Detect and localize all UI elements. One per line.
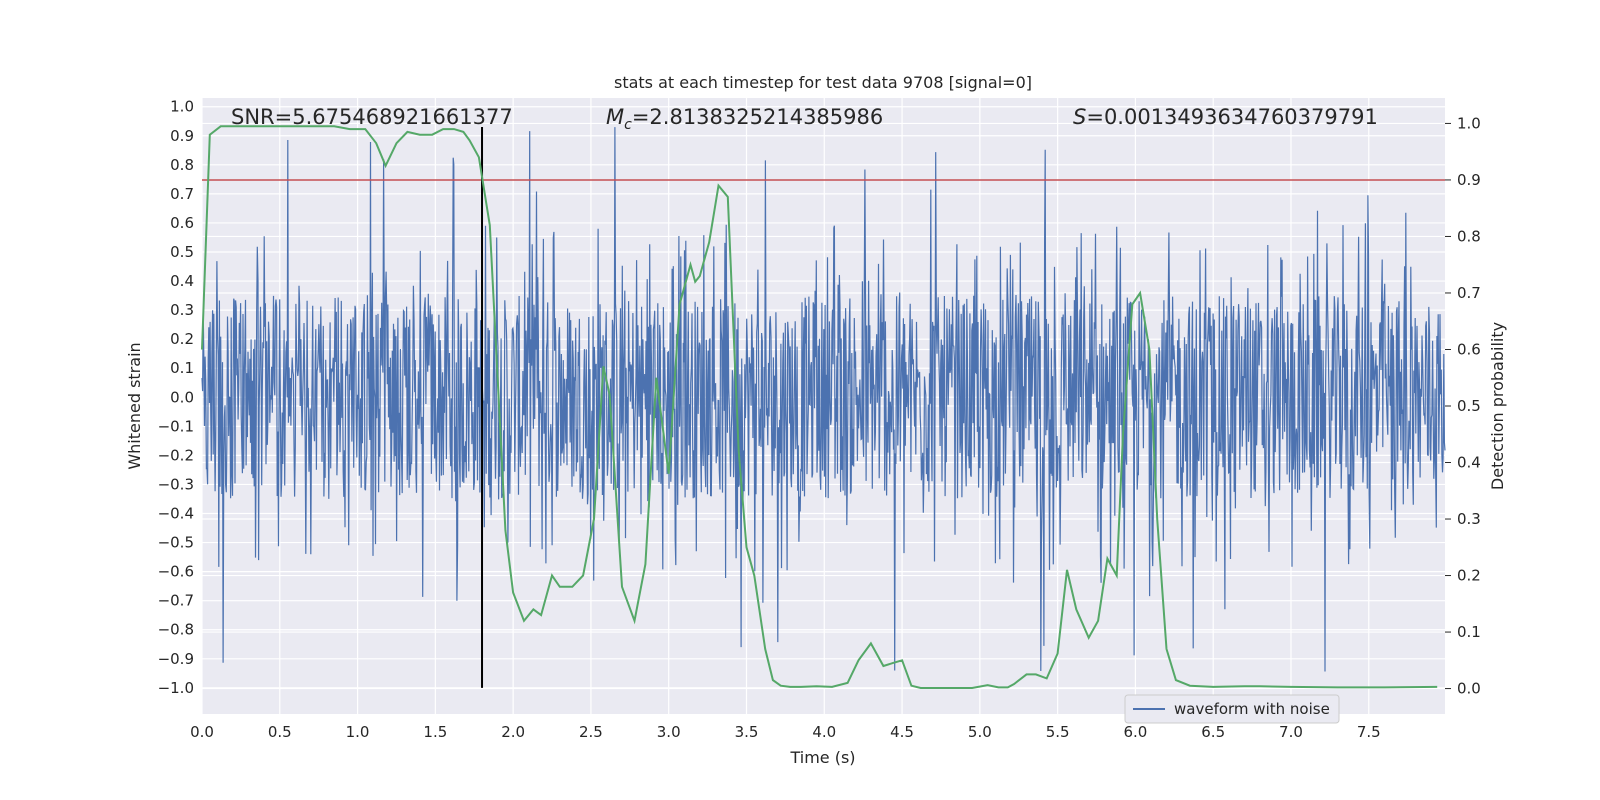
y-tick-label: −0.2 <box>158 446 194 464</box>
y2-tick-label: 0.5 <box>1457 397 1481 415</box>
y-tick-label: −0.4 <box>158 505 194 523</box>
y-tick-label: −0.9 <box>158 650 194 668</box>
x-tick-label: 6.0 <box>1123 723 1147 741</box>
x-tick-label: 3.5 <box>735 723 759 741</box>
y2-tick-label: 1.0 <box>1457 114 1481 132</box>
y2-tick-label: 0.2 <box>1457 567 1481 585</box>
y2-axis-label: Detection probability <box>1488 322 1507 490</box>
y-tick-label: −1.0 <box>158 679 194 697</box>
y-tick-label: −0.7 <box>158 592 194 610</box>
y-tick-label: 0.6 <box>170 214 194 232</box>
y-tick-label: −0.8 <box>158 621 194 639</box>
y2-tick-label: 0.1 <box>1457 623 1481 641</box>
y-tick-label: 0.9 <box>170 127 194 145</box>
x-tick-label: 2.0 <box>501 723 525 741</box>
y-tick-label: −0.5 <box>158 534 194 552</box>
y2-tick-label: 0.9 <box>1457 171 1481 189</box>
y-tick-label: −0.6 <box>158 563 194 581</box>
waveform-with-noise-series <box>201 127 1446 672</box>
x-tick-label: 5.5 <box>1046 723 1070 741</box>
x-tick-label: 7.0 <box>1279 723 1303 741</box>
y2-tick-label: 0.0 <box>1457 680 1481 698</box>
x-tick-label: 1.5 <box>423 723 447 741</box>
snr-annotation: SNR=5.675468921661377 <box>231 105 513 129</box>
y-tick-label: 0.1 <box>170 359 194 377</box>
y-tick-label: 0.8 <box>170 156 194 174</box>
y-axis-ticks: 1.0 0.9 0.8 0.7 0.6 0.5 0.4 0.3 0.2 0.1 0.0 −0.1 −0.… <box>158 98 194 697</box>
legend-box <box>1124 694 1340 724</box>
x-tick-label: 6.5 <box>1201 723 1225 741</box>
y-tick-label: 0.3 <box>170 301 194 319</box>
x-tick-label: 3.0 <box>657 723 681 741</box>
chart-title: stats at each timestep for test data 970… <box>614 73 1032 92</box>
y2-tick-label: 0.7 <box>1457 284 1481 302</box>
x-tick-label: 0.0 <box>190 723 214 741</box>
x-axis-ticks: 0.0 0.5 1.0 1.5 2.0 2.5 3.0 3.5 4.0 4.5 5.0 5.5 6.0 6… <box>190 723 1381 741</box>
y2-tick-label: 0.4 <box>1457 454 1481 472</box>
x-tick-label: 5.0 <box>968 723 992 741</box>
y-tick-label: 0.7 <box>170 185 194 203</box>
x-tick-label: 0.5 <box>268 723 292 741</box>
y-tick-label: −0.1 <box>158 417 194 435</box>
y-tick-label: 0.2 <box>170 330 194 348</box>
x-tick-label: 4.0 <box>812 723 836 741</box>
x-tick-label: 7.5 <box>1357 723 1381 741</box>
detection-probability-series <box>201 125 1438 689</box>
x-axis-label: Time (s) <box>789 748 855 767</box>
y2-tick-label: 0.6 <box>1457 340 1481 358</box>
y2-tick-label: 0.3 <box>1457 510 1481 528</box>
y-axis-label: Whitened strain <box>125 342 144 469</box>
s-annotation: S=0.0013493634760379791 <box>1073 105 1378 129</box>
y-tick-label: 0.4 <box>170 272 194 290</box>
chirp-mass-annotation: Mc=2.8138325214385986 <box>606 105 883 133</box>
y-tick-label: −0.3 <box>158 475 194 493</box>
legend-label: waveform with noise <box>1174 700 1330 718</box>
waveform-line <box>201 127 1446 672</box>
x-tick-label: 4.5 <box>890 723 914 741</box>
y2-tick-label: 0.8 <box>1457 227 1481 245</box>
x-tick-label: 2.5 <box>579 723 603 741</box>
y-tick-label: 1.0 <box>170 98 194 116</box>
legend: waveform with noise <box>1124 694 1340 724</box>
y-tick-label: 0.5 <box>170 243 194 261</box>
y2-axis-ticks: 1.0 0.9 0.8 0.7 0.6 0.5 0.4 0.3 0.2 0.1 0.0 <box>1445 114 1481 698</box>
x-tick-label: 1.0 <box>346 723 370 741</box>
y-tick-label: 0.0 <box>170 388 194 406</box>
